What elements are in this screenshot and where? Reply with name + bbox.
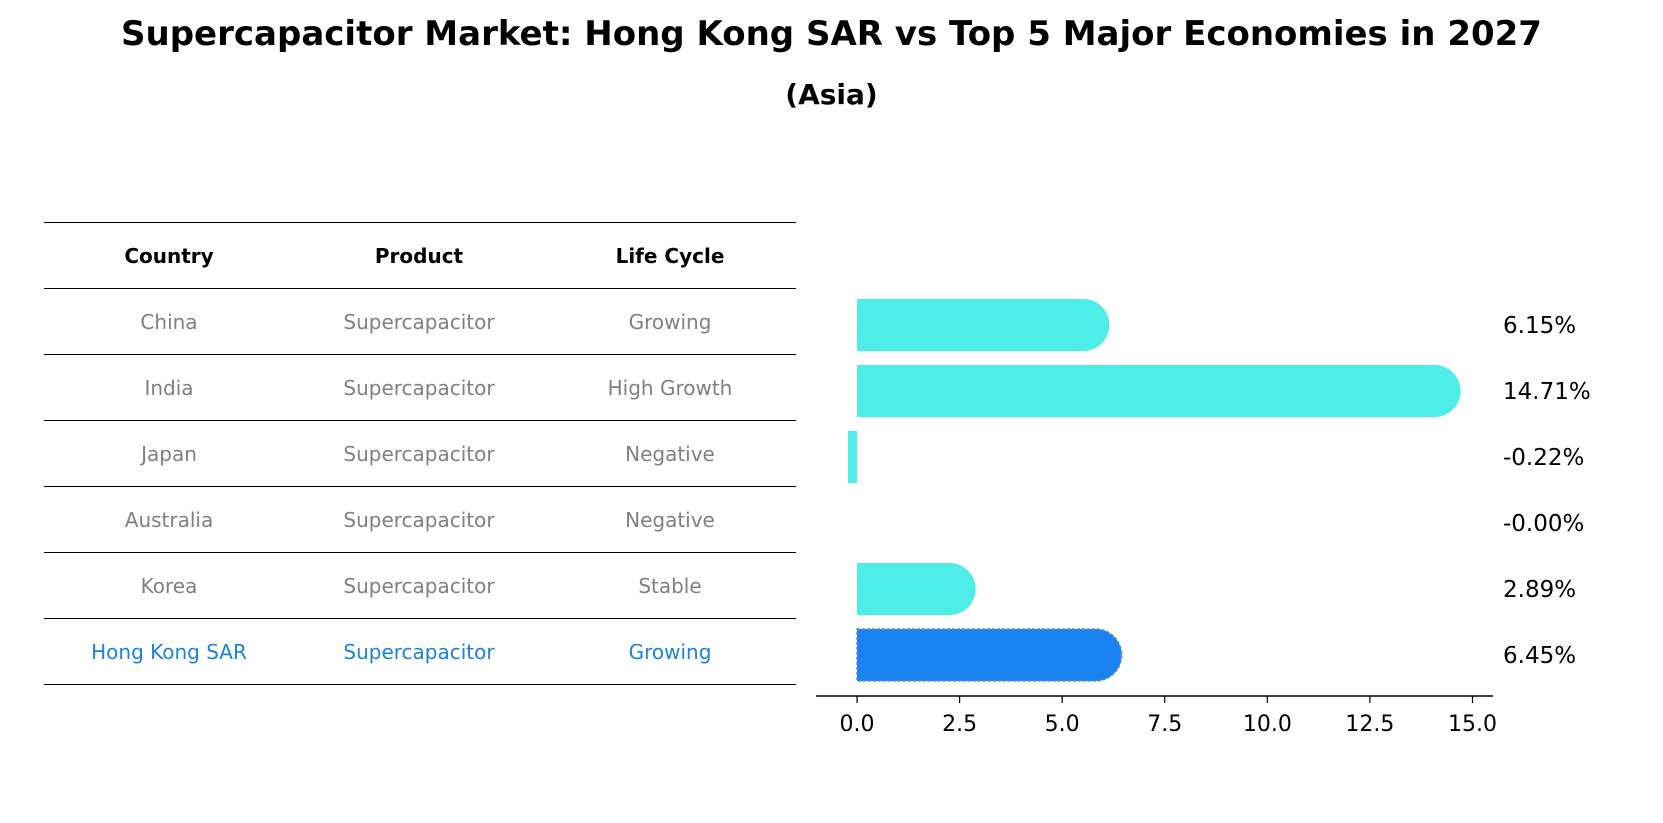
table-row: Japan Supercapacitor Negative: [44, 420, 796, 486]
table-row: Korea Supercapacitor Stable: [44, 552, 796, 618]
bar: [856, 628, 1123, 682]
cell-life-cycle: Negative: [625, 507, 715, 532]
cell-life-cycle: Growing: [628, 309, 712, 334]
x-tick-label: 2.5: [942, 712, 977, 737]
data-label: 6.15%: [1503, 313, 1576, 339]
x-tick-label: 12.5: [1345, 712, 1394, 737]
bar: [857, 365, 1461, 417]
cell-product: Supercapacitor: [343, 309, 495, 334]
data-label: 14.71%: [1503, 379, 1591, 405]
x-tick-label: 15.0: [1448, 712, 1497, 737]
chart-subtitle: (Asia): [785, 78, 878, 111]
cell-product: Supercapacitor: [343, 573, 495, 598]
x-tick-label: 10.0: [1243, 712, 1292, 737]
bar: [857, 299, 1110, 351]
cell-life-cycle: Negative: [625, 441, 715, 466]
cell-country: Australia: [124, 507, 214, 532]
cell-life-cycle: Growing: [628, 639, 712, 664]
summary-table: Country Product Life Cycle China Superca…: [44, 222, 796, 685]
cell-product: Supercapacitor: [343, 375, 495, 400]
table-row-highlighted: Hong Kong SAR Supercapacitor Growing: [44, 618, 796, 685]
header-country: Country: [124, 243, 214, 268]
data-label: -0.00%: [1503, 511, 1584, 537]
x-tick-label: 5.0: [1045, 712, 1080, 737]
table-row: China Supercapacitor Growing: [44, 288, 796, 354]
data-label: 6.45%: [1503, 643, 1576, 669]
cell-country: India: [144, 375, 194, 400]
cell-product: Supercapacitor: [343, 507, 495, 532]
cell-life-cycle: High Growth: [607, 375, 733, 400]
cell-product: Supercapacitor: [343, 639, 495, 664]
table-row: India Supercapacitor High Growth: [44, 354, 796, 420]
x-tick-label: 0.0: [840, 712, 875, 737]
x-tick-label: 7.5: [1147, 712, 1182, 737]
bar: [848, 431, 858, 483]
cell-country: China: [140, 309, 198, 334]
data-label: 2.89%: [1503, 577, 1576, 603]
cell-country: Hong Kong SAR: [91, 639, 247, 664]
cell-country: Japan: [141, 441, 197, 466]
cell-product: Supercapacitor: [343, 441, 495, 466]
bar: [857, 563, 976, 615]
cell-country: Korea: [140, 573, 198, 598]
header-product: Product: [374, 243, 464, 268]
chart-title: Supercapacitor Market: Hong Kong SAR vs …: [121, 14, 1542, 54]
data-label: -0.22%: [1503, 445, 1584, 471]
table-header-row: Country Product Life Cycle: [44, 222, 796, 288]
cell-life-cycle: Stable: [638, 573, 702, 598]
header-life-cycle: Life Cycle: [615, 243, 725, 268]
table-row: Australia Supercapacitor Negative: [44, 486, 796, 552]
